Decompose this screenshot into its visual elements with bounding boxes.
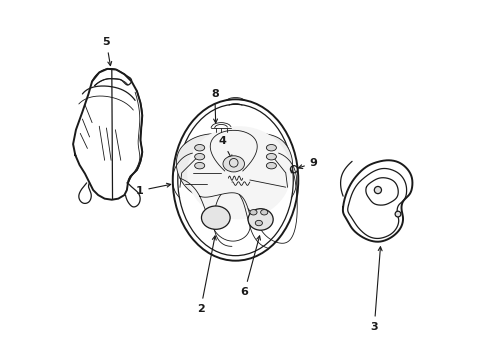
Ellipse shape [266, 144, 276, 151]
Ellipse shape [187, 126, 290, 220]
Text: 5: 5 [102, 37, 111, 66]
Text: 9: 9 [298, 158, 317, 168]
Text: 1: 1 [135, 183, 170, 196]
Ellipse shape [260, 210, 267, 215]
Ellipse shape [194, 144, 204, 151]
Ellipse shape [194, 153, 204, 160]
Ellipse shape [266, 153, 276, 160]
Polygon shape [176, 133, 243, 197]
Polygon shape [236, 133, 292, 194]
Ellipse shape [247, 209, 273, 230]
Ellipse shape [201, 206, 230, 229]
Circle shape [373, 186, 381, 194]
Text: 3: 3 [370, 247, 381, 332]
Text: 2: 2 [197, 236, 216, 314]
Ellipse shape [194, 162, 204, 169]
Ellipse shape [249, 210, 257, 215]
Text: 4: 4 [218, 136, 231, 159]
Text: 8: 8 [210, 89, 218, 123]
Ellipse shape [223, 156, 244, 172]
Text: 6: 6 [240, 236, 260, 297]
Circle shape [394, 211, 400, 217]
Ellipse shape [266, 162, 276, 169]
Ellipse shape [255, 220, 262, 226]
